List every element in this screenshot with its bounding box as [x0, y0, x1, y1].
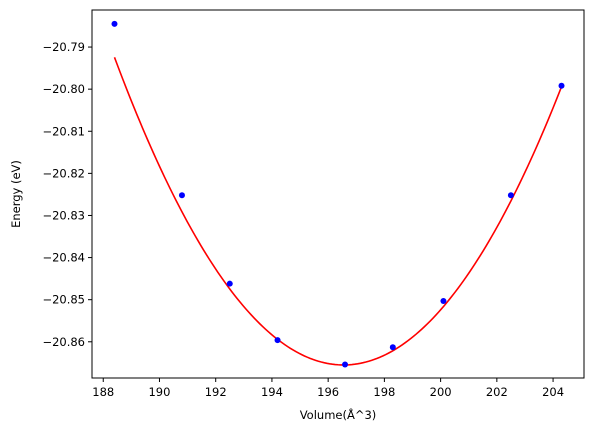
y-axis-label: Energy (eV)	[9, 160, 23, 228]
data-point	[342, 361, 349, 368]
data-point	[440, 297, 447, 304]
y-tick-label: −20.84	[42, 251, 85, 265]
x-tick-label: 188	[92, 385, 114, 399]
y-axis: −20.79 −20.80 −20.81 −20.82 −20.83 −20.84 −20.…	[42, 40, 92, 349]
fit-curve	[113, 57, 563, 366]
y-tick-label: −20.82	[42, 166, 85, 180]
data-point	[111, 20, 118, 27]
x-axis: 188 190 192 194 196 198 200 202 204	[92, 378, 564, 399]
x-tick-label: 196	[317, 385, 339, 399]
data-point	[274, 337, 281, 344]
y-tick-label: −20.81	[42, 124, 85, 138]
y-tick-label: −20.86	[42, 335, 85, 349]
data-point	[558, 82, 565, 89]
x-tick-label: 198	[373, 385, 395, 399]
plot-frame	[91, 9, 585, 379]
x-axis-label: Volume(Å^3)	[300, 407, 377, 422]
x-tick-label: 202	[486, 385, 508, 399]
y-tick-label: −20.80	[42, 82, 85, 96]
x-tick-label: 192	[205, 385, 227, 399]
y-tick-label: −20.79	[42, 40, 85, 54]
y-tick-label: −20.83	[42, 208, 85, 222]
data-point	[389, 344, 396, 351]
plot-area	[91, 9, 585, 379]
x-tick-label: 194	[261, 385, 283, 399]
data-point	[507, 192, 514, 199]
y-tick-label: −20.85	[42, 293, 85, 307]
data-point	[178, 192, 185, 199]
data-point	[226, 280, 233, 287]
x-tick-label: 204	[542, 385, 564, 399]
x-tick-label: 190	[148, 385, 170, 399]
x-tick-label: 200	[430, 385, 452, 399]
